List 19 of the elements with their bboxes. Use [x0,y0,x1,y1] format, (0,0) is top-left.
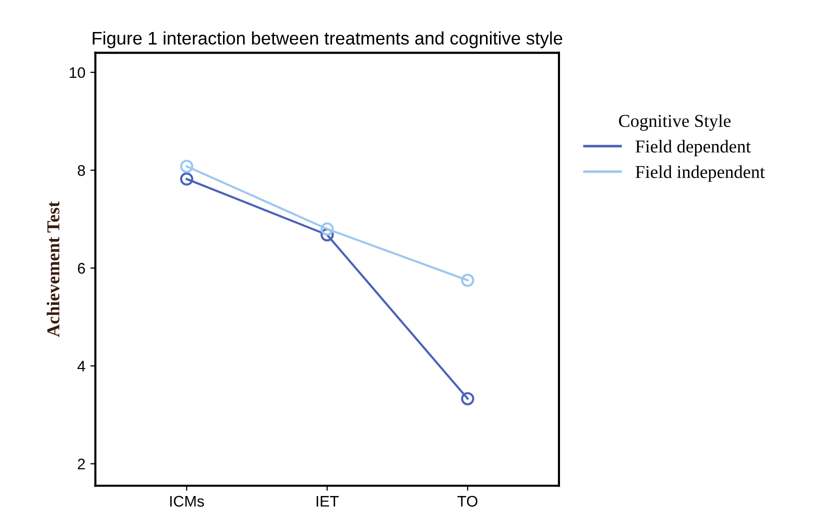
point [461,274,474,287]
point [320,228,334,242]
y-tick-label: 2 [78,458,85,470]
legend-label: Field dependent [636,140,751,156]
x-tick-label: ICMs [170,496,204,507]
point [461,392,474,406]
legend-label: Field independent [636,165,765,182]
y-tick-label: 10 [70,67,86,78]
legend-title: Cognitive Style [619,114,730,131]
y-tick-label: 6 [78,262,85,274]
x-tick-label: IET [316,496,339,507]
y-axis-title: Achievement Test [46,201,60,338]
point [180,172,194,186]
y-tick-label: 8 [78,165,85,176]
y-tick-label: 4 [77,360,86,372]
point [180,160,194,173]
chart-title: Figure 1 interaction between treatments and cognitive style [92,31,562,48]
point [320,222,334,236]
x-tick-label: TO [458,496,478,507]
